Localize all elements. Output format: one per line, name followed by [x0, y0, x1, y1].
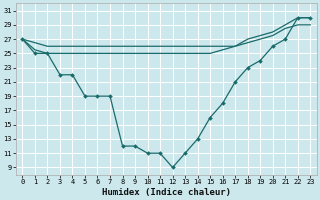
X-axis label: Humidex (Indice chaleur): Humidex (Indice chaleur) [102, 188, 231, 197]
